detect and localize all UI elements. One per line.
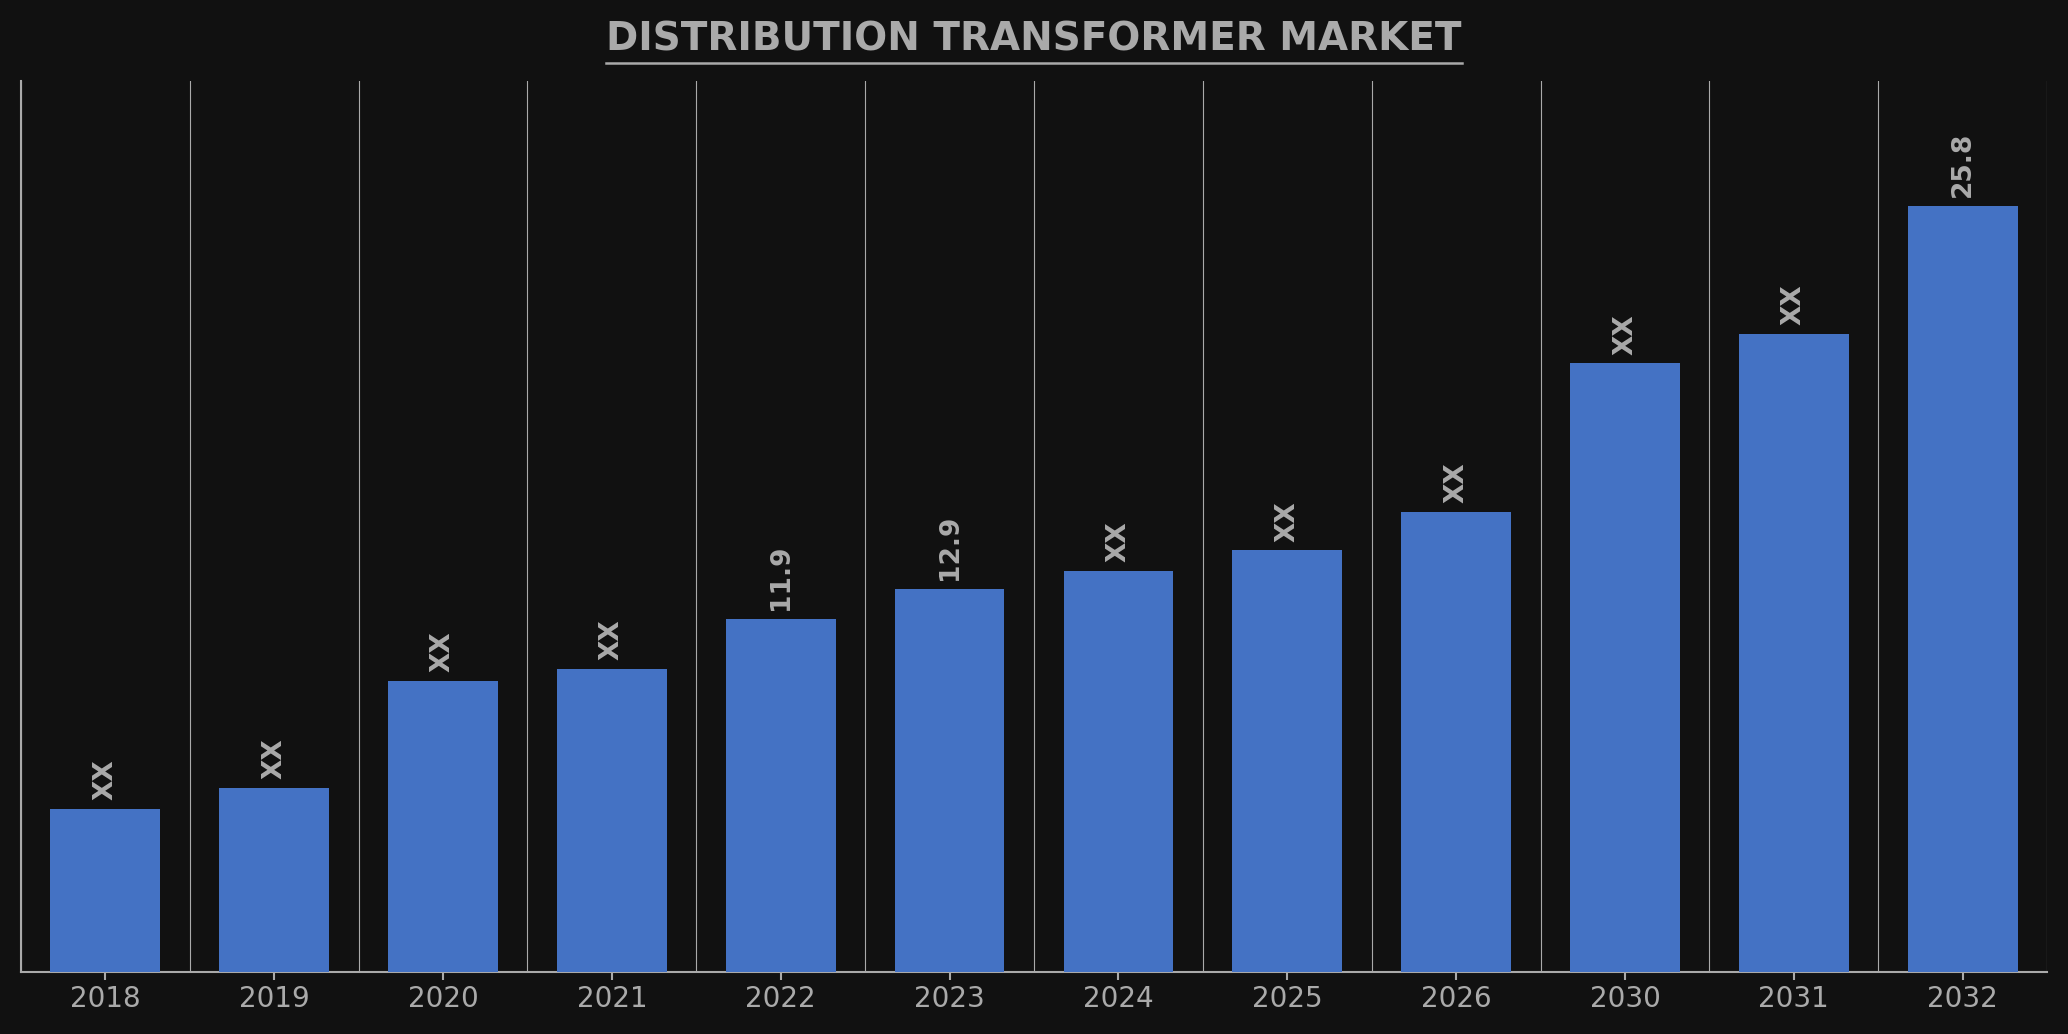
Bar — [50, 809, 159, 972]
Bar — [1909, 206, 2018, 972]
Bar — [1063, 571, 1173, 972]
Bar — [219, 788, 329, 972]
Title: DISTRIBUTION TRANSFORMER MARKET: DISTRIBUTION TRANSFORMER MARKET — [606, 21, 1462, 59]
Text: XX: XX — [1274, 500, 1301, 542]
Text: XX: XX — [1443, 462, 1468, 503]
Text: 11.9: 11.9 — [767, 544, 794, 610]
Text: XX: XX — [600, 619, 625, 661]
Bar — [389, 681, 498, 972]
Text: 12.9: 12.9 — [937, 515, 962, 580]
Text: XX: XX — [93, 759, 118, 799]
Text: XX: XX — [1781, 284, 1807, 325]
Text: XX: XX — [1613, 313, 1638, 355]
Bar — [1739, 334, 1849, 972]
Bar — [895, 589, 1005, 972]
Text: XX: XX — [1106, 521, 1131, 562]
Text: 25.8: 25.8 — [1950, 132, 1975, 197]
Bar — [726, 618, 835, 972]
Text: XX: XX — [430, 632, 455, 672]
Bar — [1233, 550, 1342, 972]
Bar — [556, 669, 666, 972]
Bar — [1570, 363, 1679, 972]
Text: XX: XX — [261, 738, 287, 779]
Bar — [1402, 512, 1512, 972]
